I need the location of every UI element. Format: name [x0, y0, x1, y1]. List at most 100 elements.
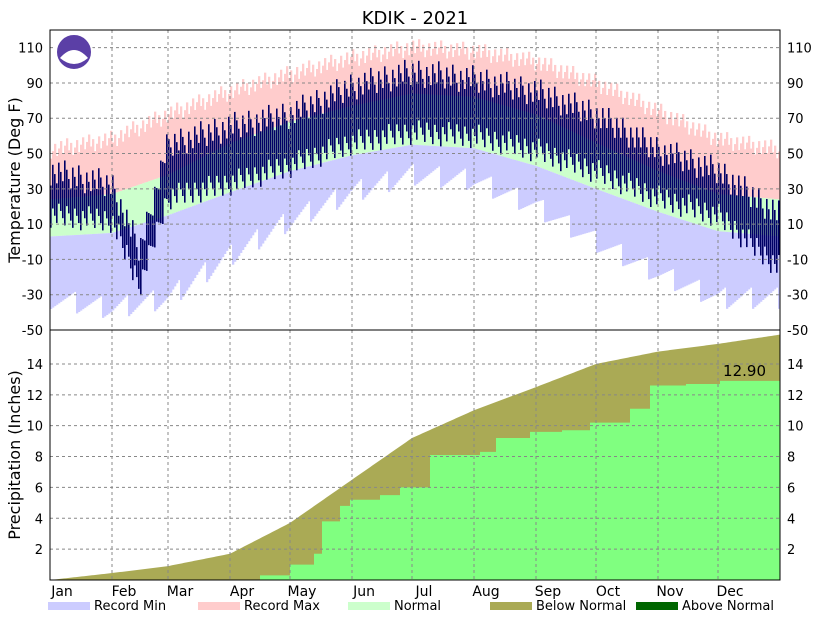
record-min-bar	[470, 148, 473, 187]
record-max-bar	[294, 74, 297, 121]
record-min-bar	[270, 177, 273, 232]
normal-bar	[712, 192, 715, 230]
record-max-bar	[308, 60, 311, 117]
observed-temp-bar	[294, 123, 296, 165]
observed-temp-bar	[706, 165, 708, 211]
record-min-bar	[162, 216, 165, 303]
record-min-bar	[122, 229, 125, 300]
precipitation-tick-label-left: 14	[26, 358, 43, 373]
observed-temp-bar	[558, 105, 560, 164]
record-min-bar	[446, 146, 449, 183]
record-min-bar	[204, 201, 207, 263]
record-min-bar	[748, 233, 751, 290]
record-min-bar	[296, 169, 299, 218]
observed-temp-bar	[498, 94, 500, 147]
record-max-bar	[56, 155, 59, 199]
observed-temp-bar	[590, 109, 592, 182]
observed-temp-bar	[688, 169, 690, 195]
observed-temp-bar	[298, 108, 300, 151]
record-min-bar	[198, 203, 201, 272]
record-min-bar	[124, 228, 127, 298]
record-max-bar	[772, 152, 775, 199]
observed-temp-bar	[566, 114, 568, 168]
record-min-bar	[240, 188, 243, 253]
record-min-bar	[286, 172, 289, 232]
record-min-bar	[214, 197, 217, 270]
record-max-bar	[600, 94, 603, 146]
record-min-bar	[692, 223, 695, 283]
record-min-bar	[172, 213, 175, 290]
observed-temp-bar	[474, 74, 476, 137]
record-min-bar	[448, 146, 451, 182]
record-max-bar	[54, 143, 57, 199]
observed-temp-bar	[760, 198, 762, 256]
normal-bar	[66, 197, 69, 236]
observed-temp-bar	[578, 111, 580, 162]
record-min-bar	[342, 157, 345, 202]
observed-temp-bar	[450, 85, 452, 130]
record-min-bar	[662, 213, 665, 274]
record-min-bar	[268, 178, 271, 235]
record-max-bar	[252, 79, 255, 135]
record-max-bar	[92, 139, 95, 196]
observed-temp-bar	[200, 121, 202, 203]
record-min-bar	[546, 170, 549, 222]
observed-temp-bar	[156, 188, 158, 222]
record-min-bar	[334, 159, 337, 190]
observed-temp-bar	[774, 209, 776, 264]
record-max-bar	[88, 134, 91, 197]
record-min-bar	[568, 178, 571, 216]
observed-temp-bar	[516, 87, 518, 136]
temperature-tick-label-left: 10	[26, 218, 43, 233]
precipitation-grid	[50, 330, 780, 580]
record-max-bar	[768, 146, 771, 199]
normal-bar	[770, 198, 773, 236]
record-max-bar	[490, 62, 493, 102]
observed-temp-bar	[376, 92, 378, 137]
record-max-bar	[382, 54, 385, 100]
record-min-bar	[72, 235, 75, 294]
record-max-bar	[164, 110, 167, 176]
month-label: Mar	[167, 584, 194, 600]
record-min-bar	[96, 233, 99, 300]
record-min-bar	[478, 149, 481, 183]
record-max-bar	[346, 52, 349, 108]
record-min-bar	[440, 146, 443, 188]
observed-temp-bar	[684, 150, 686, 206]
observed-temp-bar	[140, 237, 142, 296]
observed-temp-bar	[646, 147, 648, 192]
record-max-bar	[462, 41, 465, 97]
observed-temp-bar	[644, 137, 646, 184]
record-min-bar	[332, 160, 335, 193]
record-max-bar	[136, 124, 139, 186]
record-min-bar	[550, 171, 553, 221]
observed-temp-bar	[166, 134, 168, 200]
observed-temp-bar	[610, 117, 612, 182]
record-min-bar	[58, 235, 61, 304]
temperature-fill-layer	[50, 39, 781, 318]
record-min-bar	[618, 197, 621, 245]
record-min-bar	[640, 205, 643, 260]
record-min-bar	[688, 221, 691, 285]
record-min-bar	[622, 198, 625, 267]
record-min-bar	[756, 234, 759, 306]
record-min-bar	[318, 163, 321, 211]
record-min-bar	[544, 169, 547, 223]
record-min-bar	[694, 223, 697, 282]
record-min-bar	[560, 175, 563, 218]
observed-temp-bar	[510, 90, 512, 140]
record-min-bar	[596, 189, 599, 253]
record-max-bar	[146, 123, 149, 182]
record-min-bar	[698, 225, 701, 280]
record-max-bar	[322, 65, 325, 114]
observed-temp-bar	[744, 176, 746, 239]
record-min-bar	[718, 231, 721, 293]
record-max-bar	[648, 101, 651, 168]
record-max-bar	[162, 118, 165, 177]
observed-temp-bar	[374, 84, 376, 131]
record-max-bar	[354, 61, 357, 106]
record-min-bar	[176, 211, 179, 284]
record-min-bar	[614, 195, 617, 247]
record-min-bar	[290, 170, 293, 226]
normal-bar	[628, 157, 631, 202]
